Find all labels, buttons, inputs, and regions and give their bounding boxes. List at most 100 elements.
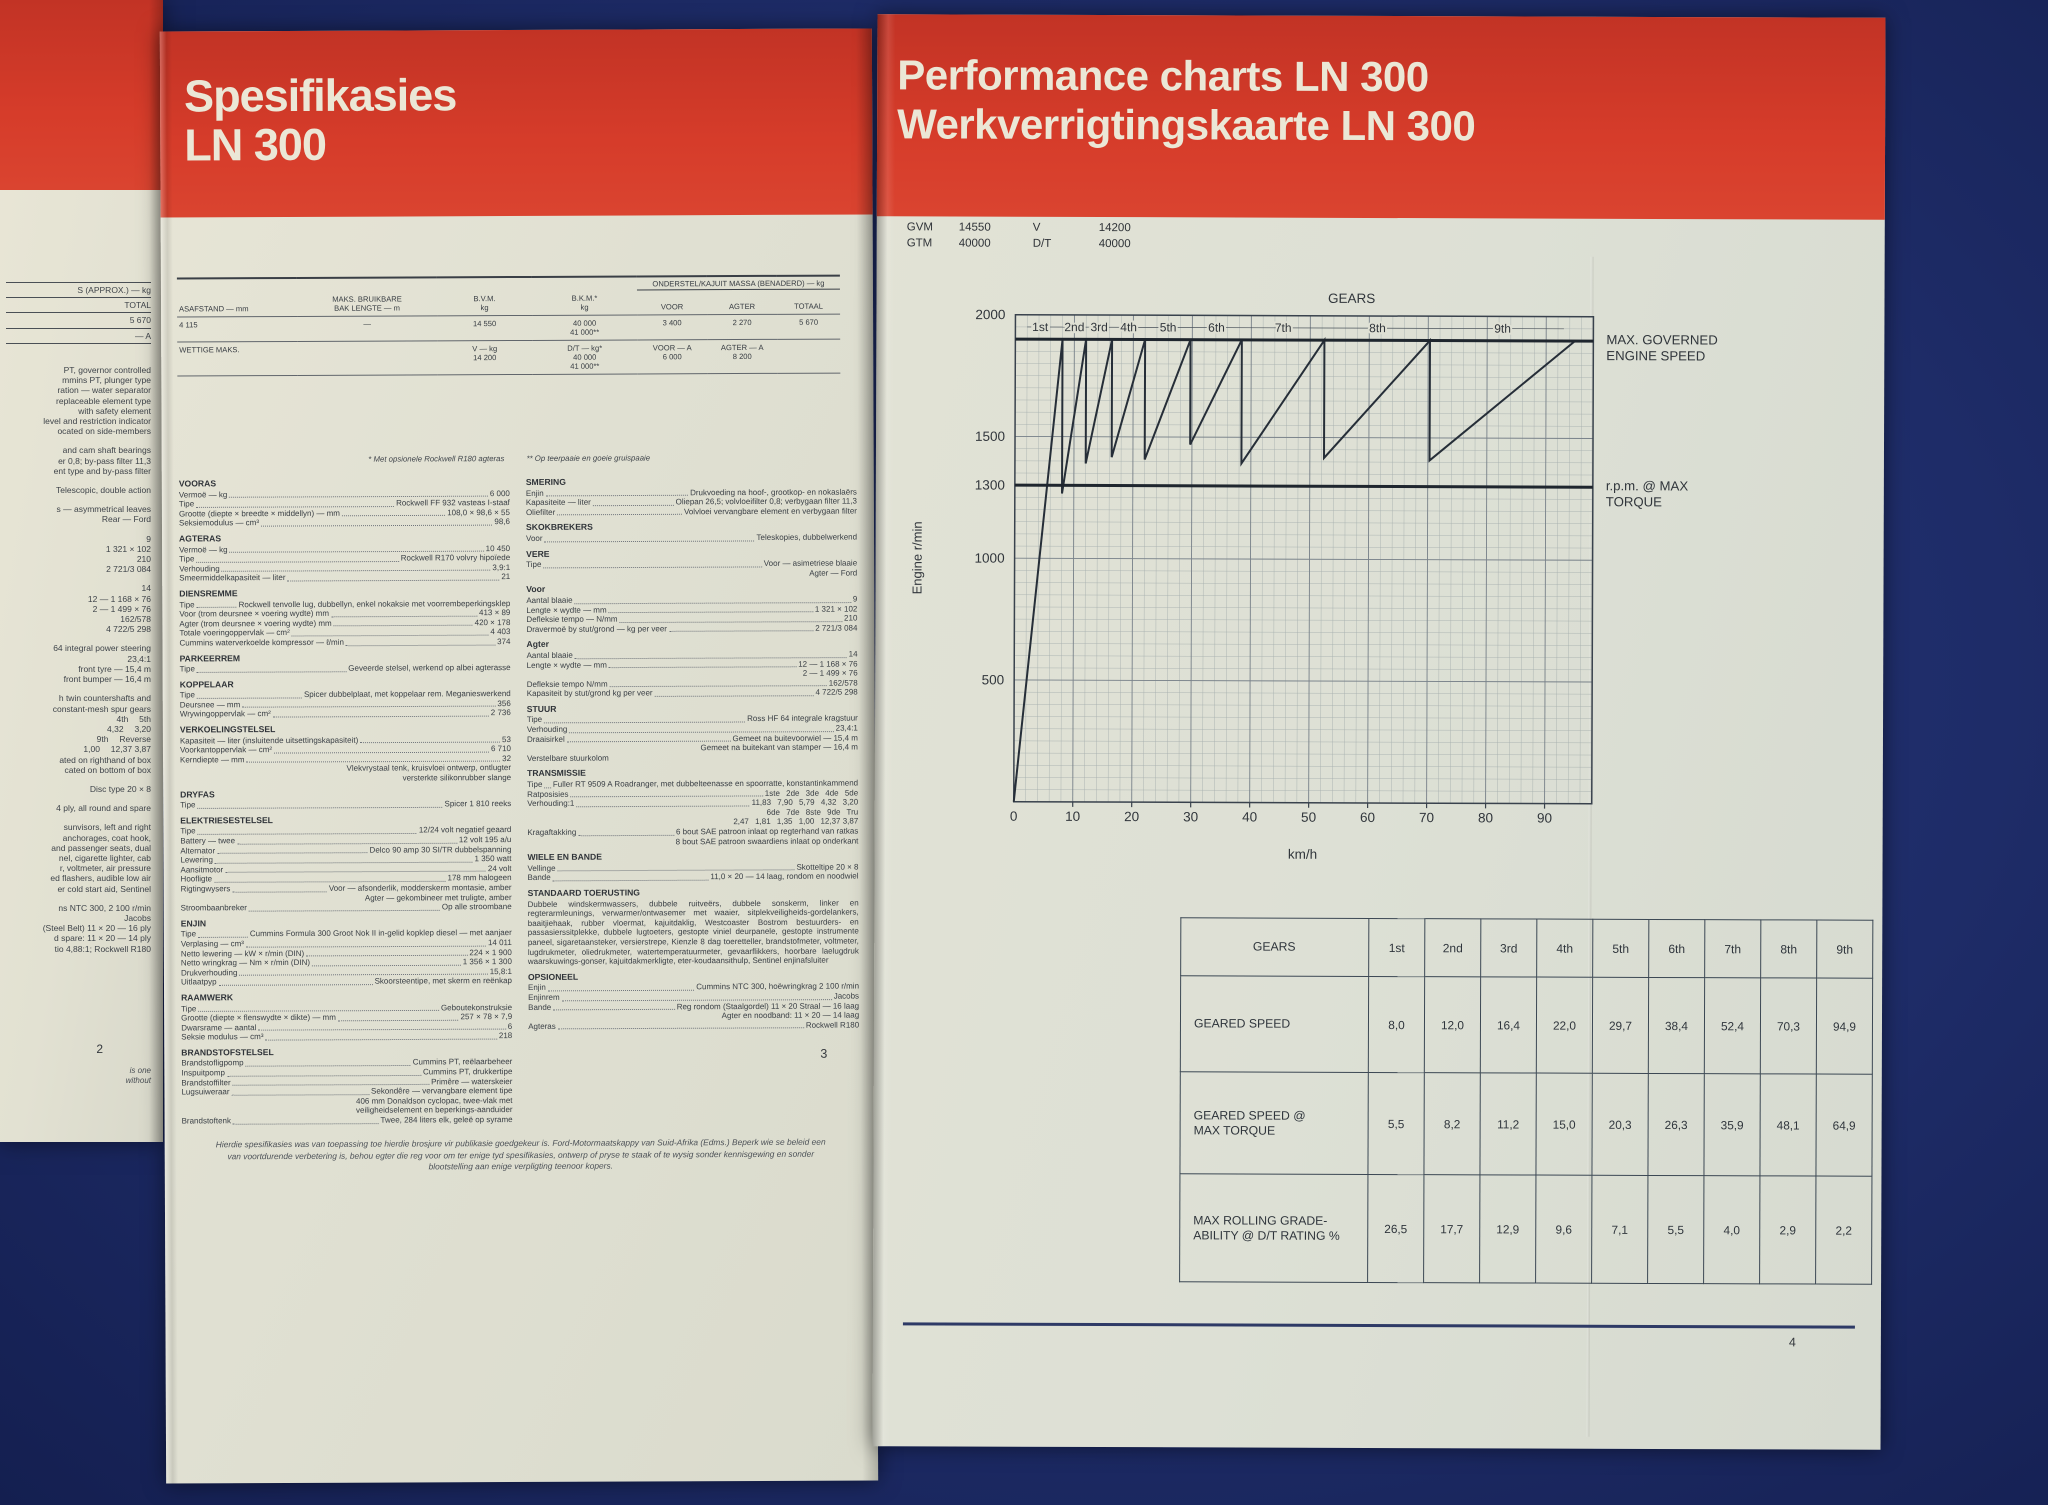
gear-value-cell: 38,4 xyxy=(1648,977,1705,1074)
page2-fragment-line: Telescopic, double action xyxy=(56,485,151,496)
gear-value-cell: 22,0 xyxy=(1536,977,1593,1074)
x-tick-label: 80 xyxy=(1478,810,1493,825)
gear-label: 6th xyxy=(1208,321,1225,335)
spec-value: 15,8:1 xyxy=(489,966,512,976)
data-cell: 14 550 xyxy=(437,314,533,341)
spec-section-title: SKOKBREKERS xyxy=(525,522,593,533)
spec-value: 6 000 xyxy=(489,488,510,498)
spec-section: TRANSMISSIE Tipe Fuller RT 9509 A Roadrang… xyxy=(527,768,858,847)
page2-fragment-line: 2 — 1 499 × 76 xyxy=(92,603,151,614)
page2-fragment-line: PT, governor controlled xyxy=(63,365,151,376)
page2-fragment-line: nel, cigarette lighter, cab xyxy=(58,852,151,863)
mass-cell: V xyxy=(1032,221,1041,234)
page4-red-header: Performance charts LN 300 Werkverrigting… xyxy=(876,14,1886,220)
spec-label: Tipe xyxy=(179,690,196,700)
page2-fragment-line: and cam shaft bearings xyxy=(62,445,151,456)
spec-section: VERKOELINGSTELSEL Kapasiteit — liter (ins… xyxy=(180,724,511,784)
grid-line xyxy=(1014,509,1593,512)
page2-fragment-line: 23,4:1 xyxy=(127,653,151,664)
spec-label: Defleksie tempo N/mm xyxy=(526,679,608,689)
gear-table-row: GEARED SPEED @ MAX TORQUE 5,5 8,2 11,2 15,0 2… xyxy=(1179,1071,1873,1177)
spec-label: Rigtingwysers xyxy=(180,884,231,894)
grid-line xyxy=(1014,545,1593,549)
major-grid-line xyxy=(1014,679,1593,683)
spec-line: Voor Teleskopies, dubbelwerkend xyxy=(526,532,857,543)
spec-value: 10 450 xyxy=(485,543,511,553)
chart-title: GEARS xyxy=(1328,291,1375,306)
spec-value: Delco 90 amp 30 SI/TR dubbelspanning xyxy=(369,844,512,855)
spec-section: ENJIN Tipe Cummins Formula 300 Groot Nok I… xyxy=(181,918,512,988)
spec-value: 374 xyxy=(497,636,511,647)
spec-section-title: VERKOELINGSTELSEL xyxy=(179,724,276,735)
gear-value-cell: 2,9 xyxy=(1759,1175,1816,1285)
spec-label: Verhouding:1 xyxy=(527,798,575,809)
x-tick-label: 20 xyxy=(1124,809,1139,824)
spec-label: Kerndiepte — mm xyxy=(179,755,245,765)
spec-value: Voor — afsonderlik, modderskerm montasie… xyxy=(328,883,512,893)
gear-row-label: GEARED SPEED xyxy=(1180,975,1369,1073)
gear-table-row: GEARED SPEED 8,0 12,0 16,4 22,0 29,7 38,4 52,4 7… xyxy=(1180,975,1873,1075)
dot-leader xyxy=(547,989,695,992)
gear-value-cell: 7,1 xyxy=(1591,1175,1648,1284)
spec-section-title: BRANDSTOFSTELSEL xyxy=(181,1046,274,1058)
spec-section: VERE Tipe Voor — asimetriese blaaie Agter —… xyxy=(526,548,857,579)
spec-label: Netto wringkrag — Nm × r/min (DIN) xyxy=(180,958,311,968)
spec-label: Tipe xyxy=(180,929,197,939)
page2-fragment-line: 9th Reverse xyxy=(96,734,151,745)
spec-value: Volvloei vervangbare element en verbygaa… xyxy=(683,506,857,517)
spec-section-title: ELEKTRIESESTELSEL xyxy=(180,814,273,826)
gear-row-label: GEARED SPEED @ MAX TORQUE xyxy=(1179,1071,1369,1175)
spec-value: 6 bout SAE patroon inlaat op regterhand … xyxy=(675,826,859,837)
spec-value: 3,9:1 xyxy=(492,562,511,572)
page2-fragment-line: front tyre — 15,4 m xyxy=(78,663,151,674)
spec-section: STUUR Tipe Ross HF 64 integrale kragstuur V… xyxy=(527,703,858,763)
x-tick-label: 50 xyxy=(1301,810,1316,825)
spec-value: 98,6 xyxy=(494,517,510,527)
gear-value-cell: 52,4 xyxy=(1704,977,1761,1074)
grid-line xyxy=(1014,631,1593,634)
data-cell: 5 670 xyxy=(777,313,841,339)
governed-speed-line xyxy=(1015,337,1594,343)
spec-label: Ratposisies xyxy=(527,789,569,799)
grid-line xyxy=(1014,472,1593,476)
dot-leader xyxy=(196,560,399,563)
x-tick-label: 70 xyxy=(1419,810,1434,825)
spec-label: Enjin xyxy=(525,488,544,498)
page2-fragment-line: and passenger seats, dual xyxy=(51,842,151,853)
spec-label: Brandstofligpomp xyxy=(181,1058,244,1068)
spec-value: Spicer dubbelplaat, met koppelaar rem. M… xyxy=(303,689,511,700)
annotation-torque: r.p.m. @ MAX xyxy=(1606,478,1689,493)
gear-header-cell: GEARS xyxy=(1180,917,1369,977)
spec-line: Agteras Rockwell R180 xyxy=(528,1020,859,1031)
page2-fragment-line: ed flashers, audible low air xyxy=(50,873,151,884)
mass-row: GTM 40000 D/T 40000 xyxy=(907,236,1183,252)
spec-value: 53 xyxy=(502,734,511,744)
spec-section-title: DRYFAS xyxy=(180,788,215,800)
dot-leader xyxy=(557,514,682,516)
page3-number: 3 xyxy=(820,1046,828,1061)
spec-section-title: STUUR xyxy=(526,703,557,714)
footnote-2: ** Op teerpaaie en goeie gruispaaie xyxy=(526,453,651,463)
spec-label: Kapasiteit by stut/grond kg per veer xyxy=(526,688,653,699)
page2-fragment-line: 210 xyxy=(136,554,151,565)
spec-value: Primêre — waterskeier xyxy=(431,1076,513,1087)
gear-label: 9th xyxy=(1494,322,1511,336)
header-cell: TOTAAL xyxy=(776,289,841,314)
page2-fragment-line: ated on righthand of box xyxy=(59,754,151,765)
dot-leader xyxy=(345,644,496,646)
dot-leader xyxy=(578,834,675,836)
spec-label: Aansitmotor xyxy=(180,865,224,875)
spec-label: Vellinge xyxy=(527,863,556,873)
spec-label: Agter (trom deursnee × voering wydte) mm xyxy=(179,618,332,629)
page2-fragment-line: (Steel Belt) 11 × 20 — 16 ply xyxy=(42,923,151,934)
page2-fragment-line: h twin countershafts and xyxy=(58,693,151,704)
dot-leader xyxy=(552,879,709,882)
dot-leader xyxy=(668,630,814,633)
page2-fragment-line: Rear — Ford xyxy=(101,514,151,525)
spec-value: 12 volt 195 a/u xyxy=(458,835,512,845)
spec-label: Smeermiddelkapasiteit — liter xyxy=(179,573,286,583)
spec-label: Brandstoftenk xyxy=(181,1116,231,1126)
x-axis-label: km/h xyxy=(1288,847,1317,862)
page2-fragment-line: 2 721/3 084 xyxy=(106,564,151,575)
